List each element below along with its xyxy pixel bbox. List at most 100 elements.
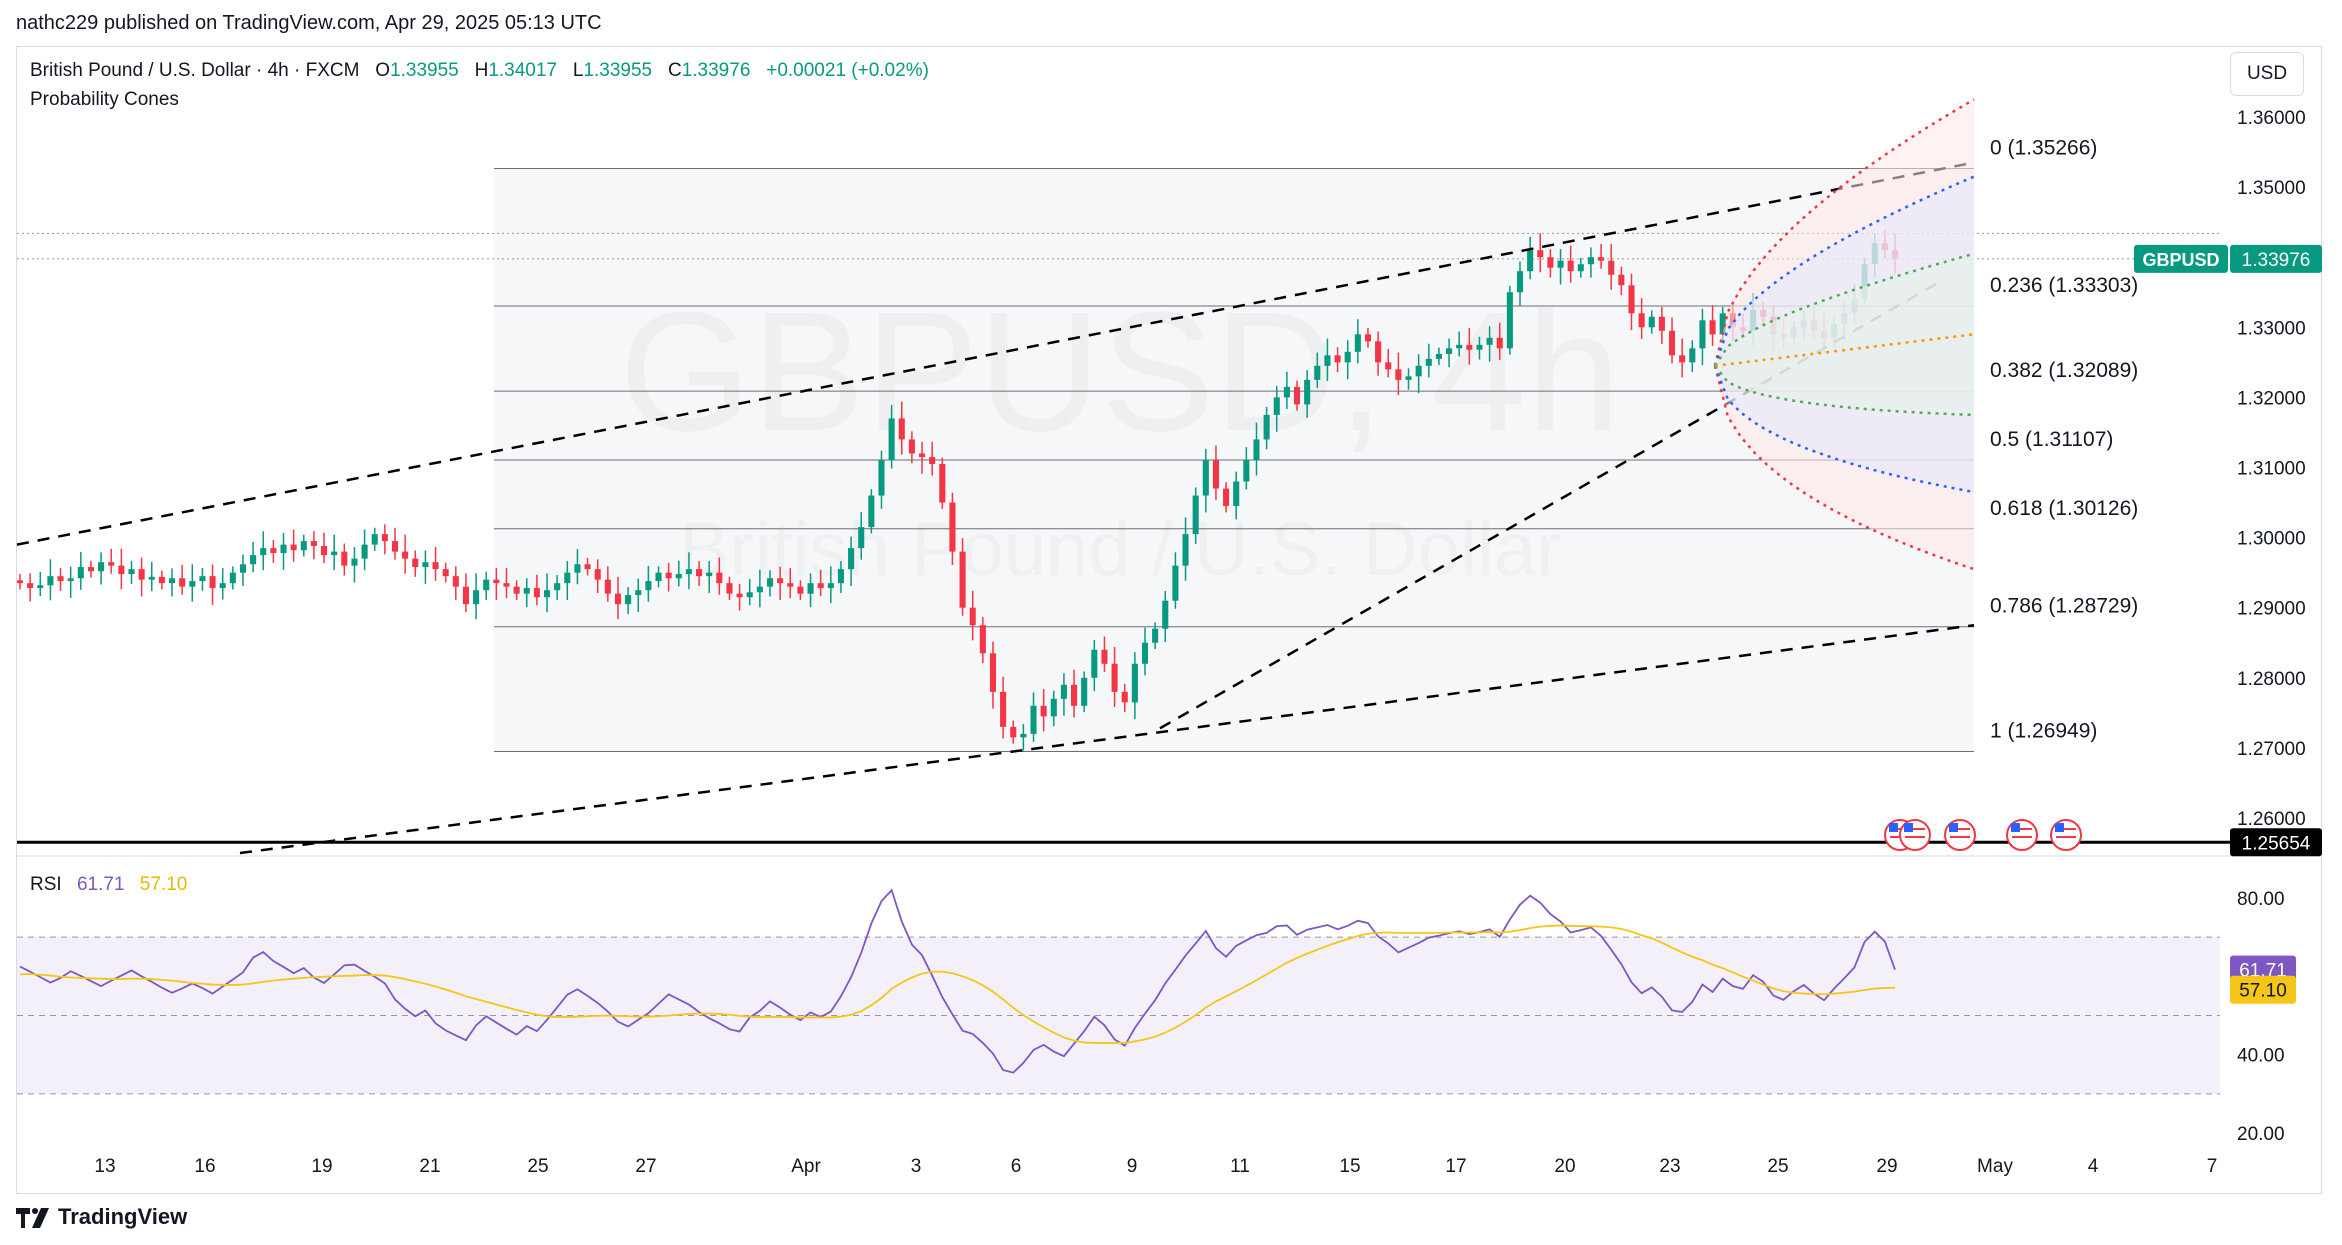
candle-body <box>1081 677 1088 706</box>
fib-level-label: 0.382 (1.32089) <box>1990 359 2138 382</box>
rsi-ma-line <box>19 924 1896 1044</box>
time-axis-tick: 16 <box>194 1156 215 1177</box>
candle-body <box>1557 260 1564 268</box>
us-event-flag-canton <box>2055 823 2064 832</box>
candle-body <box>1466 344 1473 350</box>
candle-body <box>1314 365 1321 380</box>
candle-body <box>625 595 632 605</box>
candle-body <box>1344 351 1351 363</box>
candle-body <box>432 562 439 570</box>
candle-body <box>1486 337 1493 345</box>
candle-body <box>1283 386 1290 398</box>
candle-body <box>1425 358 1432 366</box>
indicator-legend[interactable]: Probability Cones <box>30 89 179 110</box>
candle-body <box>493 579 500 584</box>
ohlc-high: 1.34017 <box>488 60 558 81</box>
candle-body <box>462 586 469 605</box>
candle-body <box>290 544 297 551</box>
candle-body <box>675 574 682 579</box>
candle-body <box>98 562 105 572</box>
candle-body <box>148 576 155 580</box>
candle-body <box>1223 488 1230 507</box>
price-axis-tick: 1.31000 <box>2237 459 2306 480</box>
cone-center-line <box>1714 333 1975 368</box>
candle-body <box>1415 365 1422 377</box>
candle-body <box>949 502 956 552</box>
candle-body <box>1212 460 1219 489</box>
candle-body <box>1354 334 1361 352</box>
candle-body <box>77 567 84 579</box>
time-axis-tick: May <box>1977 1156 2013 1177</box>
rsi-ma-value: 57.10 <box>139 874 188 895</box>
candle-body <box>229 572 236 584</box>
candle-body <box>1385 362 1392 370</box>
us-event-flag-canton <box>2011 823 2020 832</box>
candle-body <box>1435 353 1442 359</box>
rsi-axis-tick: 80.00 <box>2237 889 2285 910</box>
candle-body <box>696 569 703 577</box>
cone-inner-upper-line <box>1713 252 1975 367</box>
fib-level-label: 0.5 (1.31107) <box>1990 428 2113 451</box>
time-axis-tick: 9 <box>1127 1156 1138 1177</box>
candle-body <box>1456 344 1463 349</box>
time-axis-tick: 19 <box>311 1156 332 1177</box>
ohlc-open: 1.33955 <box>390 60 459 81</box>
rsi-legend[interactable]: RSI 61.71 57.10 <box>30 874 187 896</box>
tradingview-footer[interactable]: TradingView <box>16 1204 187 1230</box>
candle-body <box>1293 386 1301 405</box>
fib-level-label: 1 (1.26949) <box>1990 719 2097 742</box>
candle-body <box>918 453 926 457</box>
last-price-tag[interactable] <box>2230 244 2322 273</box>
candle-body <box>1567 260 1574 272</box>
time-axis-tick: 20 <box>1554 1156 1575 1177</box>
currency-button[interactable]: USD <box>2230 52 2304 96</box>
candle-body <box>564 572 571 584</box>
candle-body <box>189 581 196 587</box>
last-price-value: 1.33976 <box>2242 250 2311 271</box>
candle-body <box>473 590 480 605</box>
candle-body <box>777 578 784 584</box>
time-axis-tick: Apr <box>791 1156 821 1177</box>
candle-body <box>1375 341 1382 363</box>
candle-body <box>837 569 844 584</box>
candle-body <box>1141 642 1149 664</box>
candle-body <box>422 562 429 568</box>
candle-body <box>1202 460 1209 496</box>
candle-body <box>168 578 176 584</box>
candle-body <box>1668 330 1676 356</box>
cone-inner-area <box>1715 253 1974 415</box>
candle-body <box>87 567 94 572</box>
candle-body <box>1060 684 1067 699</box>
candle-body <box>1192 495 1199 535</box>
candle-body <box>300 541 307 551</box>
candle-body <box>1689 348 1696 363</box>
candle-body <box>645 581 652 591</box>
candle-body <box>787 583 794 587</box>
symbol-price-tag[interactable] <box>2134 244 2228 273</box>
price-axis-tick: 1.27000 <box>2237 739 2306 760</box>
candle-body <box>1395 369 1402 380</box>
candle-body <box>989 653 997 692</box>
time-axis-tick: 4 <box>2088 1156 2099 1177</box>
candle-body <box>209 576 216 589</box>
candle-body <box>726 583 733 594</box>
candle-body <box>280 544 287 554</box>
candle-body <box>483 579 490 591</box>
symbol-title[interactable]: British Pound / U.S. Dollar · 4h · FXCM <box>30 60 360 81</box>
candle-body <box>1496 337 1503 349</box>
candle-body <box>1071 684 1078 706</box>
rsi-axis-tick: 40.00 <box>2237 1046 2285 1067</box>
candle-body <box>1719 313 1726 335</box>
candle-body <box>381 534 388 542</box>
price-axis-tick: 1.30000 <box>2237 529 2306 550</box>
rsi-ma-tag[interactable] <box>2230 975 2296 1004</box>
candle-body <box>1020 733 1027 738</box>
ohlc-low: 1.33955 <box>583 60 653 81</box>
candle-body <box>604 579 611 594</box>
candle-body <box>37 585 44 589</box>
support-price-tag[interactable] <box>2230 828 2322 857</box>
candle-body <box>1182 534 1189 566</box>
candle-body <box>939 463 946 503</box>
candle-body <box>47 576 54 586</box>
